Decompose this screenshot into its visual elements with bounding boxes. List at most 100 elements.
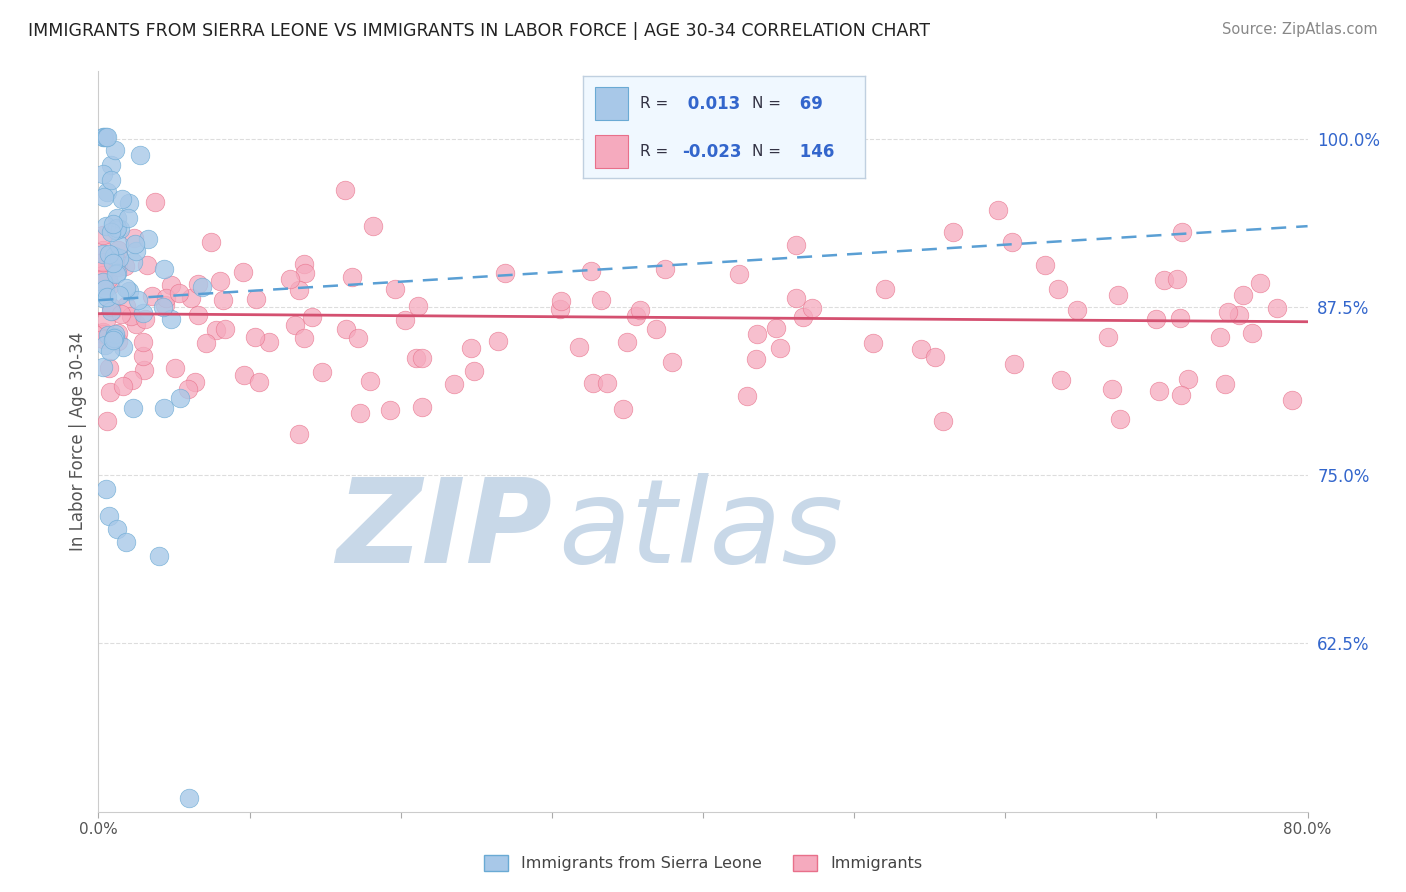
Point	[785, 238, 807, 252]
Text: 0.013: 0.013	[682, 95, 740, 112]
Point	[96, 414, 118, 428]
Point	[1035, 258, 1057, 272]
Point	[91, 259, 114, 273]
Point	[910, 342, 932, 356]
Point	[568, 340, 591, 354]
Point	[121, 373, 143, 387]
Point	[931, 414, 953, 428]
Point	[132, 306, 155, 320]
Point	[110, 307, 132, 321]
Point	[247, 375, 270, 389]
Point	[159, 277, 181, 292]
Point	[100, 304, 122, 318]
Point	[143, 194, 166, 209]
Point	[153, 298, 176, 312]
Point	[101, 333, 124, 347]
Point	[1107, 288, 1129, 302]
Point	[135, 258, 157, 272]
Point	[232, 265, 254, 279]
Text: R =: R =	[640, 145, 668, 160]
Point	[380, 403, 402, 417]
Point	[91, 332, 114, 346]
Point	[335, 322, 357, 336]
Point	[661, 355, 683, 369]
Point	[134, 312, 156, 326]
Point	[97, 327, 120, 342]
Point	[104, 326, 127, 341]
Point	[180, 291, 202, 305]
Point	[1265, 301, 1288, 315]
Point	[96, 186, 118, 200]
Point	[311, 365, 333, 379]
Point	[169, 391, 191, 405]
Point	[97, 272, 120, 286]
Point	[100, 172, 122, 186]
Text: Source: ZipAtlas.com: Source: ZipAtlas.com	[1222, 22, 1378, 37]
Point	[1166, 271, 1188, 285]
Point	[100, 158, 122, 172]
Point	[942, 225, 965, 239]
Text: -0.023: -0.023	[682, 143, 741, 161]
Point	[616, 335, 638, 350]
Point	[98, 360, 121, 375]
Point	[1047, 282, 1070, 296]
Point	[765, 321, 787, 335]
Point	[103, 218, 125, 232]
Point	[132, 349, 155, 363]
Point	[122, 231, 145, 245]
Point	[114, 535, 136, 549]
Point	[359, 374, 381, 388]
Point	[862, 336, 884, 351]
Point	[105, 522, 128, 536]
Point	[96, 130, 118, 145]
Point	[153, 262, 176, 277]
Point	[100, 300, 122, 314]
Point	[107, 244, 129, 258]
Legend: Immigrants from Sierra Leone, Immigrants: Immigrants from Sierra Leone, Immigrants	[478, 848, 928, 878]
Point	[94, 482, 117, 496]
Point	[91, 277, 114, 292]
Point	[987, 203, 1010, 218]
Point	[94, 130, 117, 145]
Point	[105, 211, 128, 225]
Point	[785, 291, 807, 305]
Point	[105, 266, 128, 280]
Point	[112, 340, 135, 354]
Point	[582, 376, 605, 391]
Point	[1209, 330, 1232, 344]
Point	[1227, 309, 1250, 323]
Point	[1249, 277, 1271, 291]
Point	[104, 250, 127, 264]
Point	[104, 223, 127, 237]
Point	[349, 406, 371, 420]
Point	[103, 250, 125, 264]
FancyBboxPatch shape	[595, 136, 628, 168]
Point	[91, 291, 114, 305]
Point	[245, 292, 267, 306]
Point	[1170, 388, 1192, 402]
Point	[745, 326, 768, 341]
Point	[292, 331, 315, 345]
Point	[107, 334, 129, 348]
Point	[107, 326, 129, 340]
Point	[628, 303, 651, 318]
Point	[122, 401, 145, 415]
Point	[1171, 225, 1194, 239]
Point	[176, 383, 198, 397]
Point	[405, 351, 427, 366]
Point	[284, 318, 307, 333]
Point	[91, 275, 114, 289]
Point	[612, 402, 634, 417]
Point	[93, 130, 115, 145]
Point	[136, 232, 159, 246]
Point	[93, 282, 115, 296]
Point	[91, 254, 114, 268]
Point	[294, 256, 316, 270]
Point	[165, 361, 187, 376]
Point	[1049, 373, 1071, 387]
Point	[179, 791, 201, 805]
Text: R =: R =	[640, 96, 668, 111]
Point	[98, 277, 121, 292]
Point	[103, 331, 125, 345]
Point	[550, 302, 572, 317]
